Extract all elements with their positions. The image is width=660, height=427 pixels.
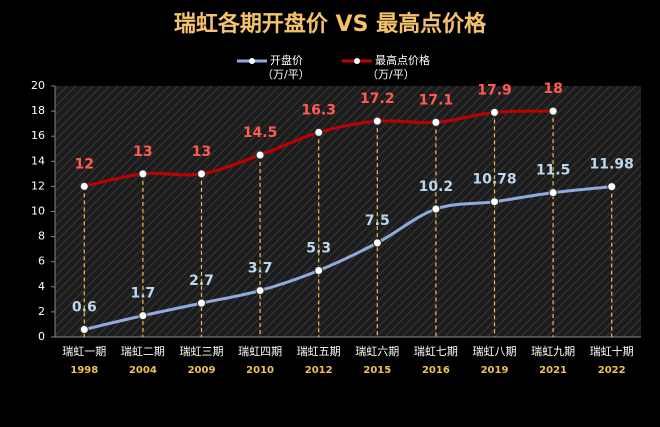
data-label: 10.2	[419, 179, 454, 195]
series-line	[83, 185, 612, 331]
y-tick-label: 8	[38, 230, 45, 243]
data-label: 12	[75, 156, 94, 172]
x-year-label: 1998	[70, 365, 98, 376]
x-year-label: 2016	[422, 365, 450, 376]
point	[79, 181, 89, 191]
data-label: 10.78	[472, 172, 516, 188]
data-label: 11.5	[536, 163, 571, 179]
point	[372, 238, 382, 248]
y-tick-label: 10	[31, 205, 45, 218]
data-label: 0.6	[72, 299, 97, 315]
chart-title: 瑞虹各期开盘价 VS 最高点价格	[174, 11, 487, 37]
x-year-label: 2009	[188, 365, 216, 376]
legend-label: 开盘价	[270, 53, 303, 67]
legend-marker	[249, 58, 255, 64]
data-label: 11.98	[590, 157, 634, 173]
point	[255, 150, 265, 160]
legend-unit: （万/平）	[262, 68, 310, 81]
point	[431, 117, 441, 127]
x-year-label: 2012	[305, 365, 333, 376]
point	[548, 188, 558, 198]
point	[197, 169, 206, 179]
point	[255, 286, 265, 296]
legend-unit: （万/平）	[367, 68, 415, 81]
point	[138, 169, 148, 179]
y-tick-label: 18	[31, 104, 45, 117]
point	[548, 106, 558, 116]
point	[431, 204, 441, 214]
data-label: 13	[192, 144, 211, 160]
y-tick-label: 16	[31, 129, 45, 142]
y-tick-label: 6	[38, 255, 45, 268]
x-tick-label: 瑞虹二期	[121, 344, 165, 358]
point	[490, 197, 499, 207]
x-tick-label: 瑞虹一期	[62, 344, 106, 358]
y-tick-label: 12	[31, 179, 45, 192]
data-label: 14.5	[243, 125, 278, 141]
point	[314, 127, 324, 137]
y-tick-label: 4	[38, 280, 45, 293]
x-tick-label: 瑞虹三期	[180, 344, 224, 358]
x-year-label: 2015	[363, 365, 391, 376]
x-year-label: 2004	[129, 365, 157, 376]
data-label: 1.7	[130, 286, 155, 302]
point	[607, 182, 617, 192]
data-label: 3.7	[248, 261, 273, 277]
point	[138, 311, 148, 321]
data-label: 16.3	[301, 102, 336, 118]
point	[490, 107, 499, 117]
data-label: 18	[543, 81, 562, 97]
data-label: 17.9	[477, 82, 512, 98]
point	[79, 324, 89, 334]
plot-area	[55, 86, 641, 337]
data-label: 17.1	[419, 92, 454, 108]
y-tick-label: 20	[31, 79, 45, 92]
x-tick-label: 瑞虹七期	[414, 344, 458, 358]
x-tick-label: 瑞虹九期	[531, 344, 575, 358]
data-label: 5.3	[306, 240, 331, 256]
x-tick-label: 瑞虹四期	[238, 344, 282, 358]
data-label: 13	[133, 144, 152, 160]
y-tick-label: 0	[38, 330, 45, 343]
x-tick-label: 瑞虹八期	[473, 344, 517, 358]
x-year-label: 2022	[598, 365, 626, 376]
point	[197, 298, 206, 308]
x-year-label: 2019	[481, 365, 509, 376]
legend-marker	[354, 58, 360, 64]
data-label: 2.7	[189, 273, 214, 289]
legend-label: 最高点价格	[375, 53, 430, 67]
y-tick-label: 14	[31, 154, 45, 167]
data-label: 7.5	[365, 213, 390, 229]
x-year-label: 2010	[246, 365, 274, 376]
point	[372, 116, 382, 126]
x-year-label: 2021	[539, 365, 567, 376]
y-tick-label: 2	[38, 305, 45, 318]
x-tick-label: 瑞虹六期	[355, 344, 399, 358]
x-tick-label: 瑞虹十期	[590, 344, 634, 358]
data-label: 17.2	[360, 91, 395, 107]
point	[314, 265, 324, 275]
x-tick-label: 瑞虹五期	[297, 344, 341, 358]
